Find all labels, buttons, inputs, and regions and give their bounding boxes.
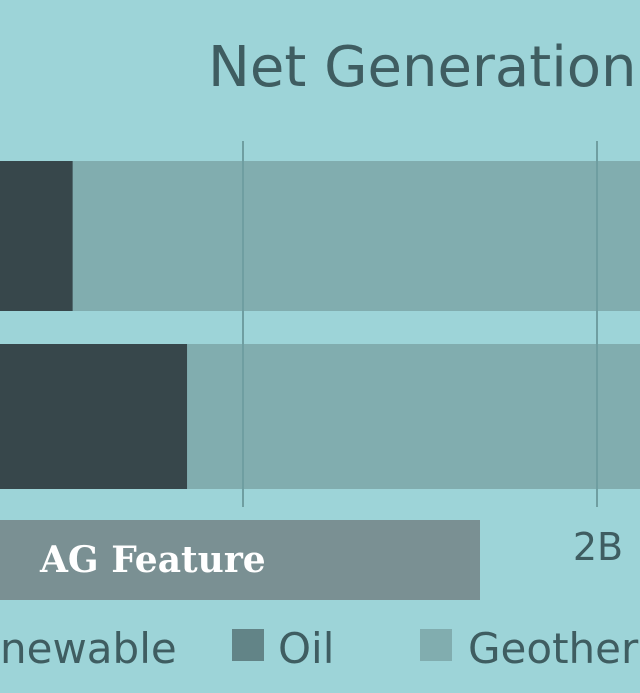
bar-geothermal-2 [187,344,640,489]
bar-renewable-1 [0,161,73,311]
legend: newable Oil Geotherm [0,624,640,673]
legend-swatch-oil [232,629,264,661]
bar-geothermal-1 [72,161,640,311]
gridlines-layer [242,141,598,507]
feature-label: AG Feature [39,539,266,581]
x-tick-label: 2B [573,525,623,569]
feature-band [0,520,480,600]
bar-renewable-2 [0,344,188,489]
chart-title: Net Generation by [208,35,640,100]
legend-label-renewable: newable [0,624,177,673]
legend-swatch-geothermal [420,629,452,661]
legend-label-geothermal: Geotherm [468,624,640,673]
legend-label-oil: Oil [278,624,334,673]
bars-layer [0,161,640,489]
